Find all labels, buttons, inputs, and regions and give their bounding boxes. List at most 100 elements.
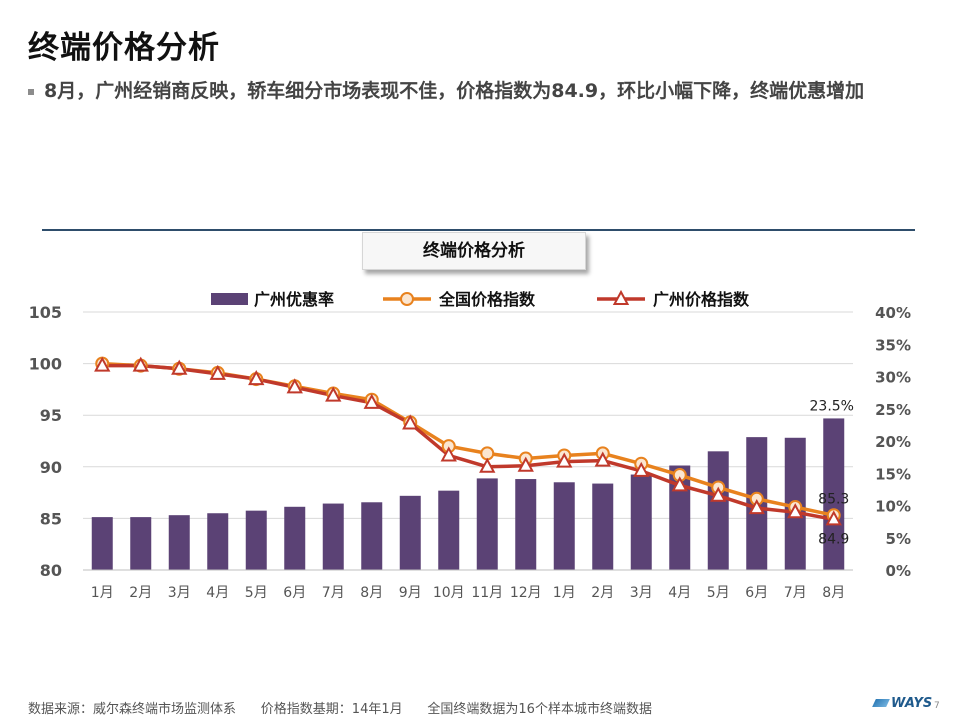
chart-grid <box>83 311 853 571</box>
bar <box>438 490 460 570</box>
legend-bar-swatch <box>211 293 248 305</box>
legend-circle-icon <box>400 292 414 306</box>
x-tick-label: 2月 <box>591 585 614 601</box>
guangzhou-index-point <box>94 356 111 372</box>
guangzhou-index-point <box>440 446 457 462</box>
bar-last-label: 23.5% <box>810 398 854 414</box>
price-chart: 广州优惠率 全国价格指数 广州价格指数 80 85 90 95 100 105 0% 5% 10% 1… <box>29 289 911 601</box>
legend-triangle-icon <box>612 289 630 305</box>
series-line <box>102 363 835 522</box>
bar <box>245 510 267 570</box>
bar <box>168 515 190 570</box>
guangzhou-index-point <box>517 456 534 472</box>
x-tick-label: 3月 <box>630 585 653 601</box>
bar <box>630 474 652 570</box>
guangzhou-index-point <box>825 510 842 526</box>
guangzhou-index-point <box>710 486 727 502</box>
bar <box>707 451 729 570</box>
right-tick-label: 15% <box>875 465 911 483</box>
summary-bullet: 8月，广州经销商反映，轿车细分市场表现不佳，价格指数为84.9，环比小幅下降，终… <box>28 78 938 104</box>
logo-text: WAYS <box>891 696 933 711</box>
legend-label: 广州优惠率 <box>254 290 334 309</box>
chart-legend: 广州优惠率 全国价格指数 广州价格指数 <box>211 289 750 309</box>
left-tick-label: 90 <box>40 458 62 477</box>
left-tick-label: 85 <box>40 509 62 528</box>
guangzhou-index-point <box>363 393 380 409</box>
guangzhou-index-point <box>286 378 303 394</box>
national-index-point <box>480 446 495 461</box>
x-tick-label: 8月 <box>360 585 383 601</box>
data-labels: 23.5% 85.3 84.9 <box>810 398 854 547</box>
bullet-square-icon <box>28 89 34 95</box>
guangzhou-index-point <box>132 356 149 372</box>
x-tick-label: 6月 <box>745 585 768 601</box>
line-series <box>94 356 842 526</box>
x-tick-label: 12月 <box>510 585 542 601</box>
x-tick-label: 3月 <box>168 585 191 601</box>
bar <box>399 495 421 570</box>
chart-axes: 80 85 90 95 100 105 0% 5% 10% 15% 20% 25% 30% 35% 40% 1… <box>29 303 911 601</box>
x-tick-label: 7月 <box>784 585 807 601</box>
bar <box>130 517 152 570</box>
bar <box>322 503 344 570</box>
right-tick-label: 25% <box>875 401 911 419</box>
bar <box>361 502 383 570</box>
bar <box>515 479 537 570</box>
legend-label: 广州价格指数 <box>653 290 750 309</box>
ways-logo: WAYS <box>872 696 933 711</box>
x-tick-label: 9月 <box>399 585 422 601</box>
bar <box>284 506 306 570</box>
x-tick-label: 7月 <box>322 585 345 601</box>
logo-mark-icon <box>872 699 890 707</box>
x-tick-label: 5月 <box>245 585 268 601</box>
guangzhou-index-point <box>633 461 650 477</box>
guangzhou-index-point <box>671 476 688 492</box>
bar-series <box>91 418 845 570</box>
x-tick-label: 10月 <box>433 585 465 601</box>
left-tick-label: 80 <box>40 561 62 580</box>
national-last-label: 85.3 <box>818 491 849 507</box>
guangzhou-index-point <box>171 359 188 375</box>
guangzhou-index-point <box>594 451 611 467</box>
right-tick-label: 35% <box>875 336 911 354</box>
footer-source: 数据来源：威尔森终端市场监测体系 价格指数基期：14年1月 全国终端数据为16个… <box>28 702 652 717</box>
divider-line <box>42 229 915 231</box>
x-tick-label: 1月 <box>91 585 114 601</box>
right-tick-label: 30% <box>875 369 911 387</box>
guangzhou-index-point <box>556 452 573 468</box>
chart-title: 终端价格分析 <box>362 232 586 270</box>
x-tick-label: 4月 <box>206 585 229 601</box>
legend-label: 全国价格指数 <box>438 290 536 309</box>
left-tick-label: 95 <box>40 406 62 425</box>
left-tick-label: 105 <box>29 303 62 322</box>
bar <box>592 483 614 570</box>
bar <box>207 513 229 570</box>
guangzhou-index-point <box>248 369 265 386</box>
x-tick-label: 2月 <box>129 585 152 601</box>
right-tick-label: 20% <box>875 433 911 451</box>
page-number: 7 <box>934 701 940 711</box>
x-tick-label: 1月 <box>553 585 576 601</box>
x-tick-label: 6月 <box>283 585 306 601</box>
guangzhou-index-point <box>402 414 419 430</box>
guangzhou-index-point <box>325 386 342 402</box>
page-title: 终端价格分析 <box>28 30 220 66</box>
guangzhou-last-label: 84.9 <box>818 531 849 547</box>
x-tick-label: 8月 <box>822 585 845 601</box>
right-tick-label: 40% <box>875 304 911 322</box>
guangzhou-index-point <box>479 457 496 473</box>
x-tick-label: 11月 <box>471 585 503 601</box>
x-tick-label: 5月 <box>707 585 730 601</box>
bar <box>476 478 498 570</box>
guangzhou-index-point <box>748 498 765 515</box>
bar <box>823 418 845 570</box>
bar <box>91 517 113 570</box>
summary-text: 8月，广州经销商反映，轿车细分市场表现不佳，价格指数为84.9，环比小幅下降，终… <box>44 80 865 102</box>
right-tick-label: 10% <box>875 498 911 516</box>
guangzhou-index-point <box>209 364 226 380</box>
bar <box>553 482 575 570</box>
guangzhou-index-point <box>787 503 804 519</box>
left-tick-label: 100 <box>29 355 62 374</box>
bar <box>669 465 691 570</box>
right-tick-label: 5% <box>886 530 911 548</box>
